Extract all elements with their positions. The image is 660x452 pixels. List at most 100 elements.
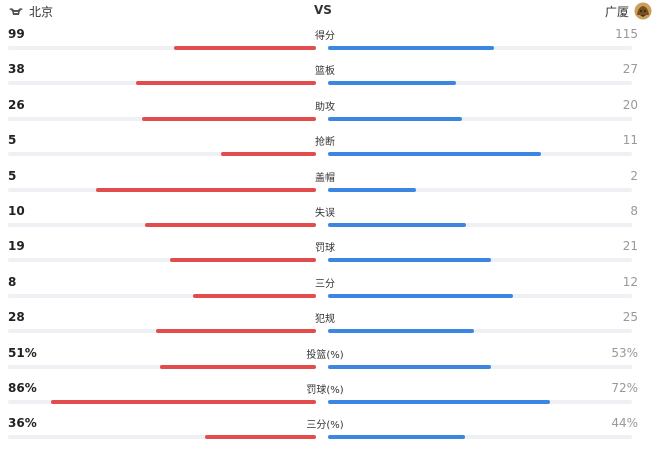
home-stat-bar	[160, 364, 316, 369]
stat-row: 19 罚球 21	[0, 234, 660, 269]
stat-row: 99 得分 115	[0, 22, 660, 57]
away-bar-track	[328, 222, 632, 227]
home-stat-value: 8	[8, 274, 17, 289]
away-team-name: 广厦	[604, 4, 629, 19]
away-stat-bar	[328, 81, 456, 86]
stat-label: 抢断	[315, 137, 335, 149]
stat-label: 失误	[315, 207, 335, 219]
stat-row: 26 助攻 20	[0, 93, 660, 128]
away-stat-value: 27	[622, 62, 638, 77]
home-bar-track	[8, 46, 316, 50]
home-stat-value: 10	[8, 203, 25, 218]
home-stat-bar	[141, 116, 316, 121]
home-bar-track	[8, 187, 316, 192]
away-stat-bar	[328, 222, 467, 227]
home-stat-value: 51%	[8, 345, 37, 360]
match-header: 北京 VS 广厦	[0, 0, 660, 22]
away-stat-value: 12	[622, 274, 638, 289]
stat-label: 得分	[315, 31, 335, 42]
away-stat-value: 72%	[611, 380, 638, 395]
away-stat-bar	[328, 329, 474, 334]
home-stat-value: 5	[8, 133, 17, 148]
away-stat-value: 8	[630, 203, 638, 218]
home-stat-value: 38	[8, 62, 25, 77]
home-stat-value: 36%	[8, 416, 37, 431]
away-stat-bar	[328, 187, 417, 192]
away-bar-track	[328, 152, 632, 157]
stat-label: 罚球(%)	[306, 384, 344, 396]
home-stat-bar	[95, 187, 316, 192]
away-stat-value: 115	[615, 27, 638, 41]
stat-label: 三分(%)	[306, 420, 344, 432]
away-stat-value: 2	[630, 168, 638, 183]
stat-row: 51% 投篮(%) 53%	[0, 341, 660, 376]
away-bar-track	[328, 116, 632, 121]
home-bar-track	[8, 364, 316, 369]
home-team-name: 北京	[29, 5, 54, 19]
stat-row: 86% 罚球(%) 72%	[0, 376, 660, 411]
home-stat-bar	[192, 293, 316, 298]
stat-row: 5 抢断 11	[0, 128, 660, 163]
away-stat-bar	[328, 293, 514, 298]
home-bar-track	[8, 81, 316, 86]
home-bar-track	[8, 222, 316, 227]
away-stat-bar	[328, 258, 491, 263]
home-stat-bar	[51, 399, 316, 404]
home-bar-track	[8, 399, 316, 404]
home-stat-bar	[205, 435, 316, 440]
away-stat-value: 53%	[611, 345, 638, 360]
away-bar-track	[328, 258, 632, 263]
away-bar-track	[328, 81, 632, 86]
home-bar-track	[8, 435, 316, 440]
away-stat-bar	[328, 364, 491, 369]
stat-label: 三分	[315, 278, 335, 290]
away-stat-value: 25	[622, 310, 638, 325]
away-stat-value: 44%	[611, 416, 638, 431]
away-stat-bar	[328, 116, 462, 121]
away-stat-value: 11	[622, 133, 638, 148]
away-stat-bar	[328, 399, 550, 404]
vs-label: VS	[314, 3, 332, 17]
away-bar-track	[328, 293, 632, 298]
stat-label: 投篮(%)	[306, 349, 344, 361]
stat-row: 8 三分 12	[0, 270, 660, 305]
stat-label: 犯规	[315, 314, 335, 326]
home-stat-bar	[220, 152, 316, 157]
home-stat-value: 26	[8, 97, 25, 112]
home-stat-value: 28	[8, 310, 25, 325]
away-stat-bar	[328, 152, 541, 157]
home-stat-value: 99	[8, 27, 25, 41]
stat-label: 助攻	[315, 101, 335, 113]
home-stat-value: 5	[8, 168, 17, 183]
home-bar-track	[8, 329, 316, 334]
stat-row: 38 篮板 27	[0, 57, 660, 92]
stat-label: 罚球	[315, 243, 335, 255]
bull-logo-icon	[9, 7, 23, 15]
home-stat-bar	[174, 46, 316, 50]
away-stat-bar	[328, 435, 465, 440]
away-bar-track	[328, 329, 632, 334]
home-team[interactable]: 北京	[8, 3, 53, 20]
stat-row: 5 盖帽 2	[0, 164, 660, 199]
stat-row: 28 犯规 25	[0, 305, 660, 340]
stat-row: 10 失误 8	[0, 199, 660, 234]
away-bar-track	[328, 187, 632, 192]
away-stat-value: 21	[622, 239, 638, 254]
away-bar-track	[328, 46, 632, 50]
stat-label: 盖帽	[315, 172, 335, 184]
home-bar-track	[8, 116, 316, 121]
home-stat-bar	[135, 81, 316, 86]
away-bar-track	[328, 399, 632, 404]
home-stat-value: 19	[8, 239, 25, 254]
home-stat-bar	[145, 222, 316, 227]
away-bar-track	[328, 435, 632, 440]
home-stat-bar	[169, 258, 316, 263]
stats-list: 99 得分 115 38 篮板 27 26 助攻 20 5 抢断 11 5 盖帽 2 10 失误 8 19 罚球 21 8…	[0, 22, 660, 447]
lion-logo-icon	[634, 2, 652, 20]
stat-row: 36% 三分(%) 44%	[0, 411, 660, 446]
away-stat-bar	[328, 46, 494, 50]
away-team[interactable]: 广厦	[605, 2, 652, 20]
away-stat-value: 20	[622, 97, 638, 112]
home-bar-track	[8, 293, 316, 298]
home-bar-track	[8, 152, 316, 157]
